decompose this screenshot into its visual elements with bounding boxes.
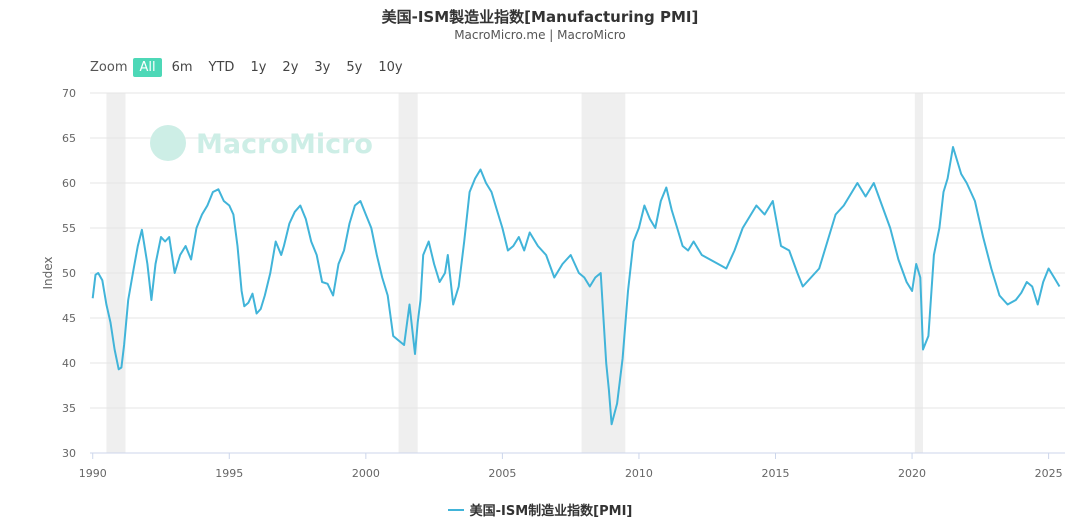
x-tick-label: 2015 xyxy=(762,467,790,480)
zoom-option-5y[interactable]: 5y xyxy=(346,60,363,75)
x-tick-label: 2000 xyxy=(352,467,380,480)
y-tick-label: 30 xyxy=(62,447,76,460)
x-tick-label: 1995 xyxy=(215,467,243,480)
x-tick-label: 2005 xyxy=(488,467,516,480)
x-tick-label: 1990 xyxy=(79,467,107,480)
watermark-text: MacroMicro xyxy=(196,129,373,160)
zoom-option-all[interactable]: All xyxy=(133,58,162,77)
x-tick-label: 2020 xyxy=(898,467,926,480)
zoom-option-2y[interactable]: 2y xyxy=(282,60,299,75)
y-tick-label: 70 xyxy=(62,87,76,100)
zoom-option-3y[interactable]: 3y xyxy=(314,60,331,75)
zoom-option-6m[interactable]: 6m xyxy=(171,60,193,75)
zoom-option-10y[interactable]: 10y xyxy=(378,60,403,75)
watermark-logo-icon xyxy=(150,125,186,161)
legend-label: 美国-ISM制造业指数[PMI] xyxy=(469,504,633,519)
y-tick-label: 50 xyxy=(62,267,76,280)
chart-subtitle: MacroMicro.me | MacroMicro xyxy=(454,28,626,42)
zoom-bar: Zoom All 6m YTD 1y 2y 3y 5y 10y xyxy=(90,58,413,77)
legend[interactable]: 美国-ISM制造业指数[PMI] xyxy=(0,500,1080,519)
y-tick-label: 55 xyxy=(62,222,76,235)
legend-line-marker xyxy=(447,508,464,511)
y-axis-title: Index xyxy=(41,256,55,289)
series-line-pmi xyxy=(91,146,1061,426)
y-tick-label: 60 xyxy=(62,177,76,190)
x-tick-label: 2010 xyxy=(625,467,653,480)
zoom-option-ytd[interactable]: YTD xyxy=(208,60,235,75)
chart-title: 美国-ISM製造业指数[Manufacturing PMI] xyxy=(381,8,699,26)
zoom-label: Zoom xyxy=(90,60,128,75)
y-tick-label: 40 xyxy=(62,357,76,370)
y-tick-label: 65 xyxy=(62,132,76,145)
y-tick-label: 35 xyxy=(62,402,76,415)
zoom-option-1y[interactable]: 1y xyxy=(250,60,267,75)
y-tick-label: 45 xyxy=(62,312,76,325)
x-tick-label: 2025 xyxy=(1035,467,1063,480)
